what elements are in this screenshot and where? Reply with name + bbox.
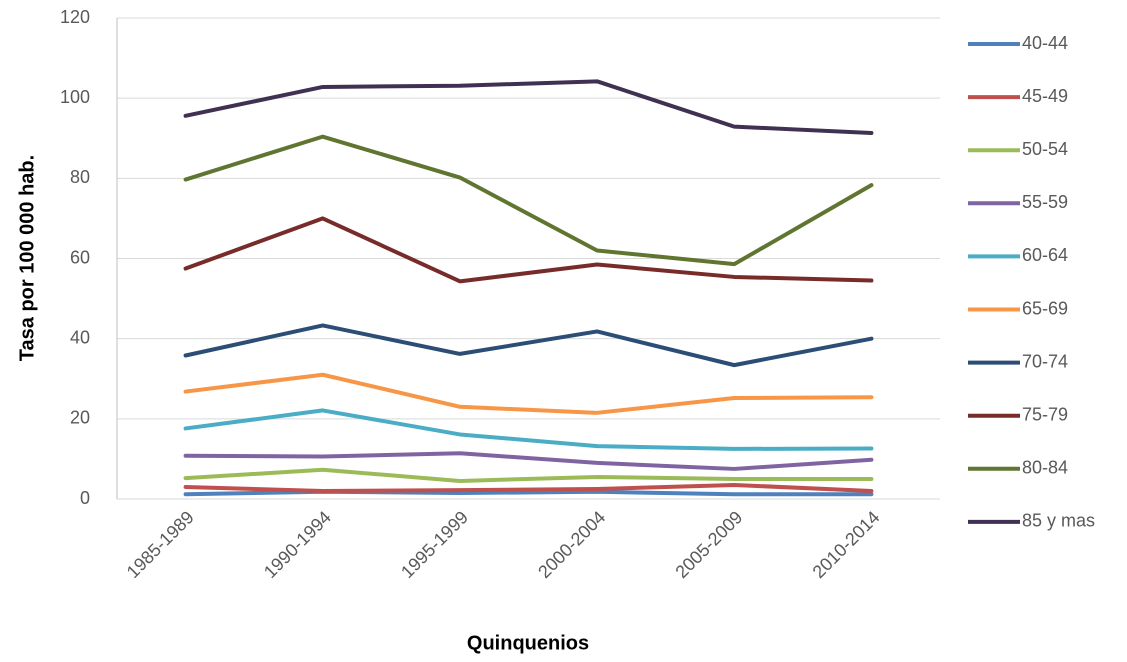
legend-label: 70-74 [1022,351,1068,371]
x-tick-label: 2005-2009 [671,507,746,582]
legend-label: 65-69 [1022,298,1068,318]
legend-label: 75-79 [1022,404,1068,424]
x-tick-label: 2000-2004 [534,507,609,582]
line-series [183,79,874,136]
y-tick-label: 60 [70,247,90,267]
line-series [183,467,874,483]
line-series [183,134,874,267]
line-series [183,372,874,415]
line-series [183,216,874,284]
x-axis-title: Quinquenios [467,632,589,654]
x-tick-label: 1985-1989 [123,507,198,582]
y-tick-label: 0 [80,488,90,508]
legend-label: 40-44 [1022,33,1068,53]
legend-label: 45-49 [1022,86,1068,106]
legend-label: 85 y mas [1022,511,1095,531]
line-series [183,482,874,493]
line-series [183,489,874,497]
legend-label: 80-84 [1022,458,1068,478]
x-tick-label: 1995-1999 [397,507,472,582]
legend-label: 50-54 [1022,139,1068,159]
line-series [183,408,874,451]
y-tick-label: 100 [60,87,90,107]
legend-label: 55-59 [1022,192,1068,212]
line-series [183,323,874,368]
line-series [183,451,874,471]
y-tick-label: 80 [70,167,90,187]
y-axis-title: Tasa por 100 000 hab. [16,155,38,361]
x-tick-label: 1990-1994 [260,507,335,582]
y-tick-label: 40 [70,327,90,347]
x-tick-label: 2010-2014 [809,507,884,582]
y-tick-label: 20 [70,408,90,428]
legend-label: 60-64 [1022,245,1068,265]
y-tick-label: 120 [60,7,90,27]
